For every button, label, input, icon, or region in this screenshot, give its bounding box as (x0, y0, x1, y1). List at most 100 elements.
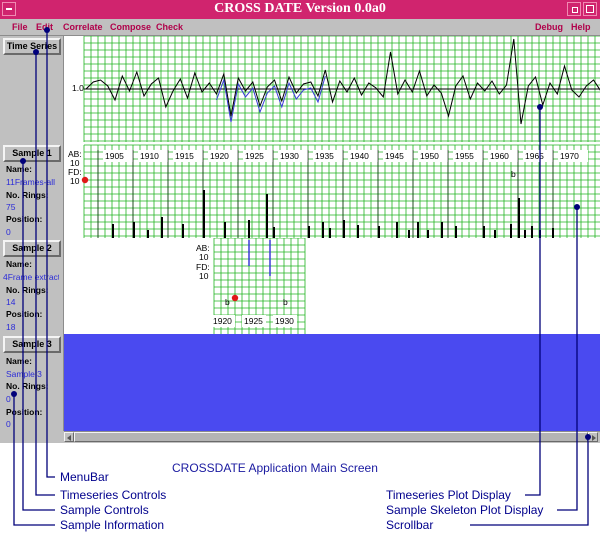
sample-2-skeleton-plot[interactable]: 1920 1925 1930 AB: 10 FD: 10 b b (64, 238, 600, 334)
sample-1-name-label: Name: (6, 164, 32, 174)
year-label: 1950 (420, 151, 439, 161)
sample-2-fd-label: FD: (196, 262, 210, 272)
sample-1-fd-label: FD: (68, 167, 82, 177)
leader-skeleton-plot (557, 207, 578, 511)
leader-sample-information (13, 394, 55, 526)
leader-timeseries-plot (525, 107, 541, 496)
leader-timeseries-controls (35, 52, 55, 496)
timeseries-series-black (85, 38, 600, 125)
year-label-bg (273, 315, 297, 327)
leader-scrollbar (470, 437, 589, 526)
sample-3-position-label: Position: (6, 407, 43, 417)
sample-2-position-label: Position: (6, 309, 43, 319)
sample-2-year-axis: 1920 1925 1930 (211, 315, 297, 327)
year-label: 1935 (315, 151, 334, 161)
menu-edit[interactable]: Edit (36, 22, 53, 32)
sample-2-position-value: 18 (6, 322, 16, 332)
leader-dot-timeseries-controls (33, 49, 39, 55)
menu-file[interactable]: File (12, 22, 28, 32)
year-label: 1960 (490, 151, 509, 161)
menu-bar: File Edit Correlate Compose Check Debug … (0, 19, 600, 36)
arrow-left-icon (67, 435, 71, 441)
menu-check[interactable]: Check (156, 22, 184, 32)
year-label-bg (383, 150, 413, 162)
sample-2-rings-value: 14 (6, 297, 16, 307)
sample-2-ab-value: 10 (199, 252, 209, 262)
sample-2-rings-label: No. Rings: (6, 285, 49, 295)
year-label: 1910 (140, 151, 159, 161)
sample-3-name-label: Name: (6, 356, 32, 366)
caption-sample-information: Sample Information (60, 518, 165, 532)
title-bar[interactable]: CROSS DATE Version 0.0a0 (0, 0, 600, 19)
minimize-button[interactable] (567, 2, 581, 16)
caption-timeseries-controls: Timeseries Controls (60, 488, 167, 502)
year-label-bg (211, 315, 235, 327)
menu-correlate[interactable]: Correlate (63, 22, 103, 32)
caption-menubar: MenuBar (60, 470, 109, 484)
menu-debug[interactable]: Debug (535, 22, 563, 32)
leader-dot-sample-controls (20, 158, 26, 164)
sample-1-drag-handle[interactable] (81, 176, 89, 184)
sample-2-drag-handle[interactable] (231, 294, 239, 302)
year-label: 1945 (385, 151, 404, 161)
year-label-bg (278, 150, 308, 162)
caption-title: CROSSDATE Application Main Screen (172, 461, 378, 475)
window-menu-button[interactable] (2, 2, 16, 16)
timeseries-y-label: 1.0 (72, 83, 84, 93)
sample-1-skeleton-plot[interactable]: 1905 1910 1915 1920 1925 1930 1935 1940 1945 1950… (64, 142, 600, 238)
year-label-bg (348, 150, 378, 162)
minimize-icon (572, 7, 578, 13)
year-label-bg (313, 150, 343, 162)
caption-scrollbar: Scrollbar (386, 518, 434, 532)
sample-1-position-label: Position: (6, 214, 43, 224)
window-title: CROSS DATE Version 0.0a0 (214, 1, 386, 16)
year-label-bg (453, 150, 483, 162)
maximize-button[interactable] (583, 2, 597, 16)
leader-dot-menubar (44, 27, 50, 33)
sample-1-year-axis: 1905 1910 1915 1920 1925 1930 1935 1940 1945 1950… (97, 150, 588, 238)
caption-skeleton-plot: Sample Skeleton Plot Display (386, 503, 544, 517)
sample-2-ab-label: AB: (196, 243, 210, 253)
sample-1-ab-value: 10 (70, 158, 80, 168)
year-label: 1955 (455, 151, 474, 161)
control-column (0, 36, 64, 431)
leader-dot-sample-information (11, 391, 17, 397)
year-label: 1965 (525, 151, 544, 161)
sample-2-name-value: 4Frame extract (3, 272, 59, 282)
year-label: 1930 (280, 151, 299, 161)
sample-2-name-label: Name: (6, 259, 32, 269)
sample-1-rings-value: 75 (6, 202, 16, 212)
caption-timeseries-plot: Timeseries Plot Display (386, 488, 511, 502)
year-label-bg (523, 150, 553, 162)
scroll-left-button[interactable] (64, 432, 74, 442)
year-label: 1925 (245, 151, 264, 161)
caption-sample-controls: Sample Controls (60, 503, 149, 517)
sample-3-plot[interactable] (64, 334, 600, 431)
year-label-bg (243, 150, 273, 162)
leader-dot-scrollbar (585, 434, 591, 440)
timeseries-series-blue (216, 75, 326, 123)
year-label-bg (173, 150, 203, 162)
sample-1-rings-label: No. Rings: (6, 190, 49, 200)
year-label-bg (138, 150, 168, 162)
sample-2-marker-right: b (283, 297, 288, 307)
sample-2-fd-value: 10 (199, 271, 209, 281)
year-label-bg (418, 150, 448, 162)
year-label: 1920 (210, 151, 229, 161)
sample-1-fd-value: 10 (70, 176, 80, 186)
menu-help[interactable]: Help (571, 22, 591, 32)
year-label: 1925 (244, 316, 263, 326)
year-label: 1920 (213, 316, 232, 326)
leader-menubar (46, 30, 55, 478)
sample-3-position-value: 0 (6, 419, 11, 429)
sample-1-name-value: 11Frames-all (6, 177, 55, 187)
sample-3-rings-label: No. Rings: (6, 381, 49, 391)
year-label-bg (103, 150, 133, 162)
timeseries-plot-display[interactable]: 1.0 (64, 36, 600, 142)
year-label: 1970 (560, 151, 579, 161)
sample-2-marker-left: b (225, 297, 230, 307)
leader-dot-timeseries-plot (537, 104, 543, 110)
window-menu-icon (6, 8, 12, 10)
menu-compose[interactable]: Compose (110, 22, 152, 32)
